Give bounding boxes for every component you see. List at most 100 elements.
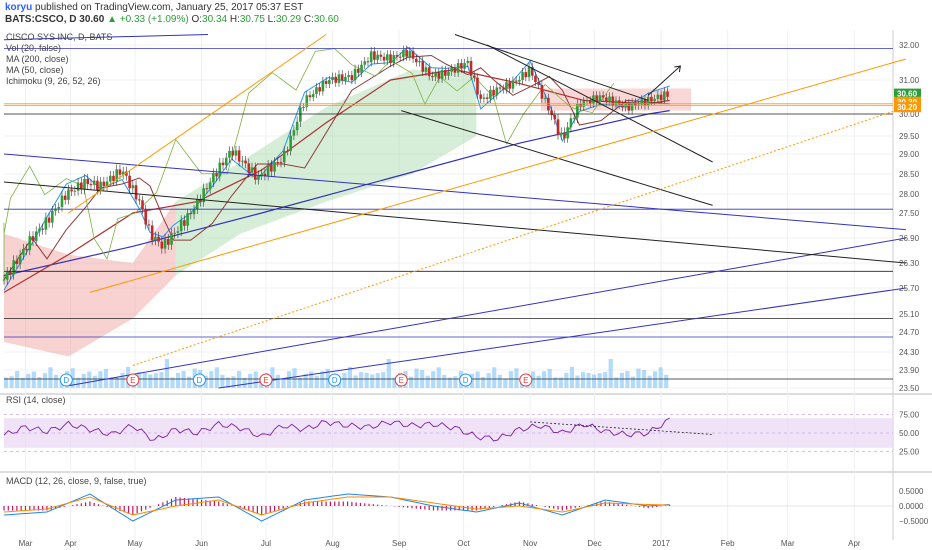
candle-body [427,67,431,77]
earnings-marker-icon [259,373,273,387]
candle-body [437,72,441,79]
candle-body [131,185,135,189]
macd-histogram-bar [308,501,310,506]
volume-bar [92,375,97,388]
volume-bar [436,367,441,388]
volume-bar [619,372,624,388]
macd-histogram-bar [639,506,641,507]
x-tick-label: Mar [19,539,33,548]
volume-bar [153,373,158,388]
macd-histogram-bar [243,506,246,510]
volume-bar [225,377,231,388]
volume-bar [314,375,319,388]
volume-bar [425,375,430,388]
candle-body [447,71,450,76]
candle-body [650,96,653,102]
volume-bar [447,377,452,388]
candle-body [347,75,350,77]
candle-body [112,175,115,181]
macd-histogram-bar [63,506,65,507]
volume-bar [242,377,247,388]
candle-body [524,72,528,78]
macd-histogram-bar [222,502,224,506]
macd-histogram-bar [282,506,284,509]
candle-body [231,150,234,156]
macd-histogram-bar [334,501,336,506]
y-tick-label: 26.90 [899,234,920,243]
dividend-marker-icon [192,373,206,387]
macd-tick-label: 0.0000 [899,502,924,511]
close-label: C: [303,14,314,25]
candle-body [595,95,598,103]
macd-histogram-bar [364,503,366,506]
candle-body [208,182,212,189]
candle-body [414,58,418,63]
macd-histogram-bar [407,506,409,508]
macd-histogram-bar [359,502,362,506]
cloud-bullish [175,69,477,276]
event-marker-label: D [197,376,203,385]
candle-body [643,99,647,106]
x-tick-label: Feb [721,539,735,548]
event-marker-label: E [263,376,268,385]
volume-bar [658,367,663,388]
macd-histogram-bar [84,502,87,506]
volume-bar [236,371,242,388]
candle-body [592,95,595,104]
candle-body [224,157,228,166]
macd-histogram-bar [557,506,559,510]
volume-bar [181,371,186,388]
macd-histogram-bar [325,501,327,506]
rsi-tick-label: 25.00 [899,448,920,457]
macd-histogram-bar [561,506,563,511]
macd-histogram-bar [608,502,611,506]
channel-line-orange [68,34,327,214]
forecast-arrow-head-icon [674,65,682,73]
volume-bar [48,367,53,388]
event-marker-label: D [463,376,469,385]
macd-histogram-bar [46,506,48,511]
volume-bar [320,371,325,388]
candle-body [308,95,312,98]
event-marker-label: D [63,376,69,385]
candle-body [86,178,90,185]
candle-body [150,225,154,241]
macd-histogram-bar [381,505,383,506]
macd-histogram-bar [89,501,91,506]
candle-body [418,60,421,63]
author-link[interactable]: koryu [5,2,33,13]
macd-histogram-bar [162,502,164,506]
earnings-marker-icon [126,373,140,387]
macd-histogram-bar [651,506,654,508]
volume-bar [508,371,513,388]
trend-line-black [3,181,906,264]
volume-bar [220,374,225,388]
volume-bar [575,375,580,388]
macd-histogram-bar [149,506,151,508]
candle-body [463,63,466,69]
candle-body [41,228,44,230]
volume-bar [31,371,36,388]
candle-body [469,60,473,76]
candle-body [170,233,173,245]
volume-bar [353,375,358,388]
volume-bar [120,372,125,388]
dividend-marker-icon [59,373,73,387]
legend-volume: Vol (20, false) [6,43,61,53]
candle-body [154,236,157,241]
volume-bar [653,371,658,388]
volume-bar [275,374,280,388]
volume-bar [503,378,508,388]
candle-body [344,76,347,81]
macd-histogram-bar [501,505,503,506]
candle-body [321,80,325,92]
volume-bar [431,371,436,388]
header-line-1: koryu published on TradingView.com, Janu… [5,2,303,13]
candle-body [176,231,180,233]
candle-body [202,188,206,203]
volume-bar [142,373,147,388]
candle-body [273,162,276,172]
volume-bar [614,377,619,388]
price-badge [894,102,921,113]
